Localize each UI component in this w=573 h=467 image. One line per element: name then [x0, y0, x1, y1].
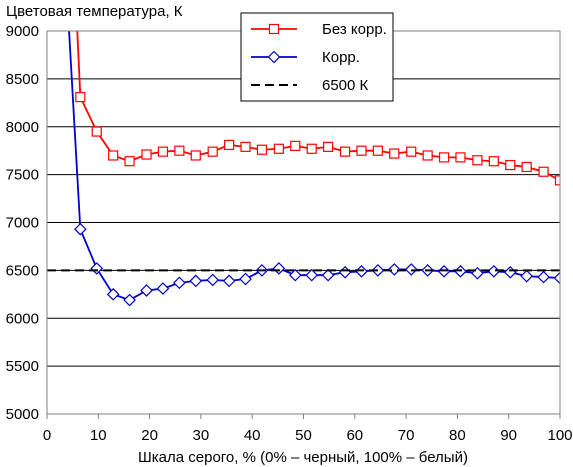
y-tick-label: 8500: [6, 71, 39, 88]
y-tick-label: 6000: [6, 310, 39, 327]
data-point: [156, 282, 170, 295]
y-tick-label: 7500: [6, 167, 39, 184]
data-point: [503, 265, 517, 279]
x-tick-label: 80: [449, 427, 466, 444]
data-point: [207, 146, 218, 157]
data-point: [240, 141, 251, 152]
legend-label: Без корр.: [322, 21, 387, 38]
grid-lines: [47, 78, 560, 367]
data-point: [339, 146, 351, 157]
x-tick-label: 100: [547, 427, 572, 444]
data-point: [189, 274, 203, 288]
x-tick-label: 70: [398, 427, 415, 444]
legend-marker: [268, 23, 280, 35]
y-axis-ticks: 5000 5500 6000 6500 7000 7500 8000 8500 9000: [6, 23, 39, 423]
data-point: [174, 145, 185, 156]
x-tick-label: 30: [193, 427, 210, 444]
data-point: [338, 265, 352, 279]
y-tick-label: 8000: [6, 119, 39, 136]
legend-label: 6500 К: [322, 77, 369, 94]
data-point: [521, 161, 532, 173]
data-point: [106, 287, 120, 301]
y-tick-label: 6500: [6, 262, 39, 279]
data-point: [224, 139, 235, 151]
data-point: [239, 272, 252, 286]
y-tick-label: 5000: [6, 406, 39, 423]
y-tick-label: 5500: [6, 358, 39, 375]
y-tick-label: 7000: [6, 215, 39, 232]
y-tick-label: 9000: [6, 23, 39, 40]
legend-label: Корр.: [322, 49, 360, 66]
data-point: [305, 268, 319, 282]
data-point: [387, 263, 401, 276]
data-point: [372, 145, 383, 156]
data-point: [520, 269, 534, 283]
x-tick-label: 0: [43, 427, 51, 444]
data-point: [273, 143, 284, 154]
data-point: [538, 166, 549, 177]
data-point: [406, 146, 417, 157]
x-tick-label: 10: [90, 427, 107, 444]
data-point: [141, 149, 152, 160]
data-point: [471, 266, 484, 280]
x-tick-label: 60: [346, 427, 363, 444]
data-point: [123, 293, 136, 307]
data-point: [422, 150, 433, 161]
data-point: [288, 268, 302, 282]
legend-marker: [267, 50, 281, 64]
data-point: [553, 271, 560, 285]
data-point: [488, 156, 499, 167]
data-point: [505, 159, 516, 171]
data-point: [108, 150, 119, 161]
data-point: [91, 126, 102, 137]
data-point: [157, 146, 169, 157]
data-point: [306, 143, 317, 154]
data-point: [321, 268, 335, 282]
data-point: [256, 144, 268, 155]
data-point: [222, 274, 236, 288]
plot-area: [47, 31, 560, 307]
data-point: [190, 150, 201, 161]
data-point: [554, 175, 560, 186]
data-point: [455, 152, 466, 163]
data-point: [173, 276, 186, 290]
data-point: [73, 222, 87, 236]
x-axis-title: Шкала серого, % (0% – черный, 100% – бел…: [138, 449, 468, 466]
data-point: [140, 284, 153, 297]
x-axis-ticks: 0 10 20 30 40 50 60 70 80 90 100: [43, 414, 573, 444]
series-1: [75, 31, 560, 186]
y-axis-title: Цветовая температура, К: [6, 3, 183, 20]
data-point: [356, 145, 367, 156]
data-point: [272, 262, 286, 275]
legend: Без корр. Корр. 6500 К: [240, 12, 394, 102]
x-tick-label: 20: [141, 427, 158, 444]
data-point: [206, 273, 220, 287]
data-point: [323, 141, 334, 152]
x-tick-label: 50: [295, 427, 312, 444]
data-point: [472, 155, 483, 166]
data-point: [438, 152, 450, 163]
data-point: [90, 262, 104, 275]
data-point: [537, 270, 550, 284]
x-tick-label: 40: [244, 427, 261, 444]
x-tick-label: 90: [500, 427, 517, 444]
data-point: [389, 148, 400, 159]
data-point: [75, 91, 86, 103]
data-point: [290, 140, 301, 151]
data-point: [124, 156, 135, 167]
